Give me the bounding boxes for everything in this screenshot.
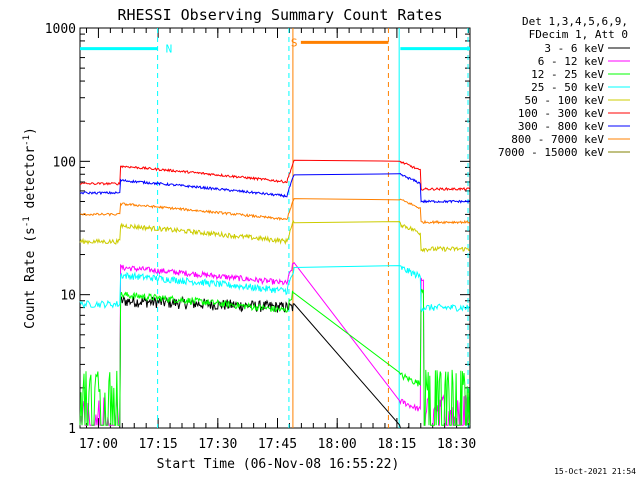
- legend-entry: 25 - 50 keV: [531, 81, 604, 94]
- legend-entry: 50 - 100 keV: [525, 94, 605, 107]
- annotation-label: N: [166, 43, 173, 56]
- series-line: [79, 261, 471, 426]
- legend-entry: 7000 - 15000 keV: [498, 146, 604, 159]
- annotation-label: S: [291, 36, 298, 49]
- y-tick-label: 10: [60, 289, 76, 304]
- legend-header: FDecim 1, Att 0: [529, 28, 628, 41]
- y-tick-label: 100: [53, 155, 76, 170]
- series-line: [79, 198, 470, 225]
- y-tick-label: 1000: [45, 22, 76, 37]
- legend-entry: 100 - 300 keV: [518, 107, 604, 120]
- y-axis-label: Count Rate (s-1 detector-1): [22, 127, 38, 329]
- series-line: [79, 288, 471, 426]
- chart-title: RHESSI Observing Summary Count Rates: [117, 6, 442, 24]
- series-line: [79, 159, 470, 192]
- footer-timestamp: 15-Oct-2021 21:54: [554, 467, 636, 476]
- series-line: [79, 265, 470, 313]
- legend: Det 1,3,4,5,6,9,FDecim 1, Att 03 - 6 keV…: [498, 15, 630, 159]
- x-tick-label: 17:45: [258, 437, 297, 452]
- x-tick-label: 17:00: [79, 437, 118, 452]
- legend-entry: 300 - 800 keV: [518, 120, 604, 133]
- x-tick-label: 18:15: [377, 437, 416, 452]
- x-tick-label: 17:30: [198, 437, 237, 452]
- series-line: [80, 294, 470, 429]
- x-tick-label: 18:00: [318, 437, 357, 452]
- legend-entry: 12 - 25 keV: [531, 68, 604, 81]
- legend-header: Det 1,3,4,5,6,9,: [522, 15, 628, 28]
- x-axis-label: Start Time (06-Nov-08 16:55:22): [157, 457, 400, 472]
- legend-entry: 3 - 6 keV: [544, 42, 604, 55]
- x-tick-label: 17:15: [139, 437, 178, 452]
- series-line: [79, 219, 470, 253]
- x-tick-label: 18:30: [437, 437, 476, 452]
- legend-entry: 6 - 12 keV: [538, 55, 605, 68]
- plot-frame: [79, 27, 471, 429]
- legend-entry: 800 - 7000 keV: [511, 133, 604, 146]
- y-tick-label: 1: [68, 422, 76, 437]
- plot-axes: 1 10 100 1000 17:00 17:15 17:30 17:45 18:00 18:15…: [45, 22, 476, 452]
- series-line: [79, 172, 470, 204]
